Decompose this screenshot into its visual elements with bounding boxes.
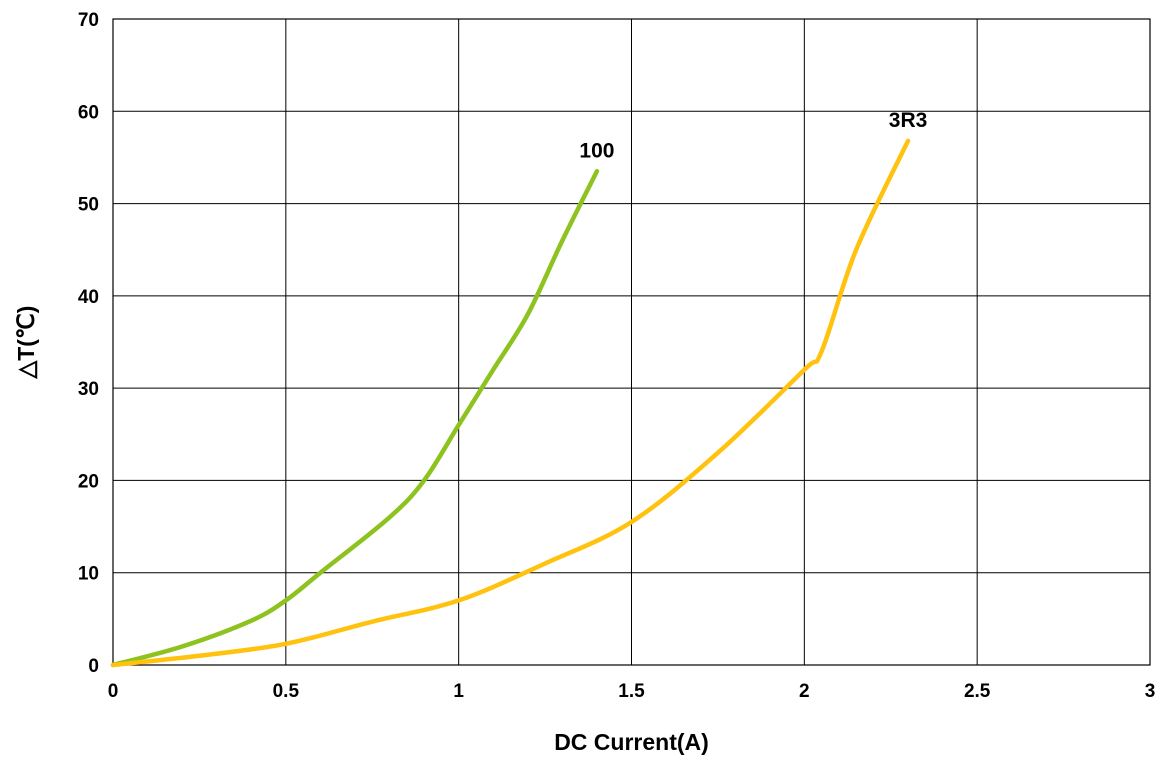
y-axis-tick-labels: 0 10 20 30 40 50 60 70 [78, 10, 99, 677]
x-tick-label: 1 [453, 681, 464, 702]
y-tick-label: 40 [78, 287, 99, 308]
grid-lines [112, 18, 1151, 666]
x-axis-label: DC Current(A) [554, 729, 709, 755]
y-tick-label: 30 [78, 379, 99, 400]
series-line-100 [110, 169, 600, 668]
y-tick-label: 60 [78, 102, 99, 123]
x-tick-label: 0 [108, 681, 119, 702]
series-line-3R3 [110, 138, 911, 668]
y-axis-label: △T(℃) [13, 306, 39, 380]
series-layer [110, 138, 911, 668]
y-tick-label: 0 [88, 656, 99, 677]
series-labels: 100 3R3 [579, 109, 927, 162]
x-tick-label: 2.5 [964, 681, 991, 702]
y-tick-label: 10 [78, 564, 99, 585]
plot-area-frame [112, 18, 1151, 666]
y-tick-label: 20 [78, 471, 99, 492]
series-label-3R3: 3R3 [889, 109, 928, 132]
x-axis-tick-labels: 0 0.5 1 1.5 2 2.5 3 [108, 681, 1156, 702]
x-tick-label: 3 [1145, 681, 1156, 702]
series-label-100: 100 [579, 139, 614, 162]
y-tick-label: 70 [78, 10, 99, 31]
x-tick-label: 0.5 [273, 681, 300, 702]
x-tick-label: 2 [799, 681, 810, 702]
x-tick-label: 1.5 [618, 681, 645, 702]
y-tick-label: 50 [78, 195, 99, 216]
